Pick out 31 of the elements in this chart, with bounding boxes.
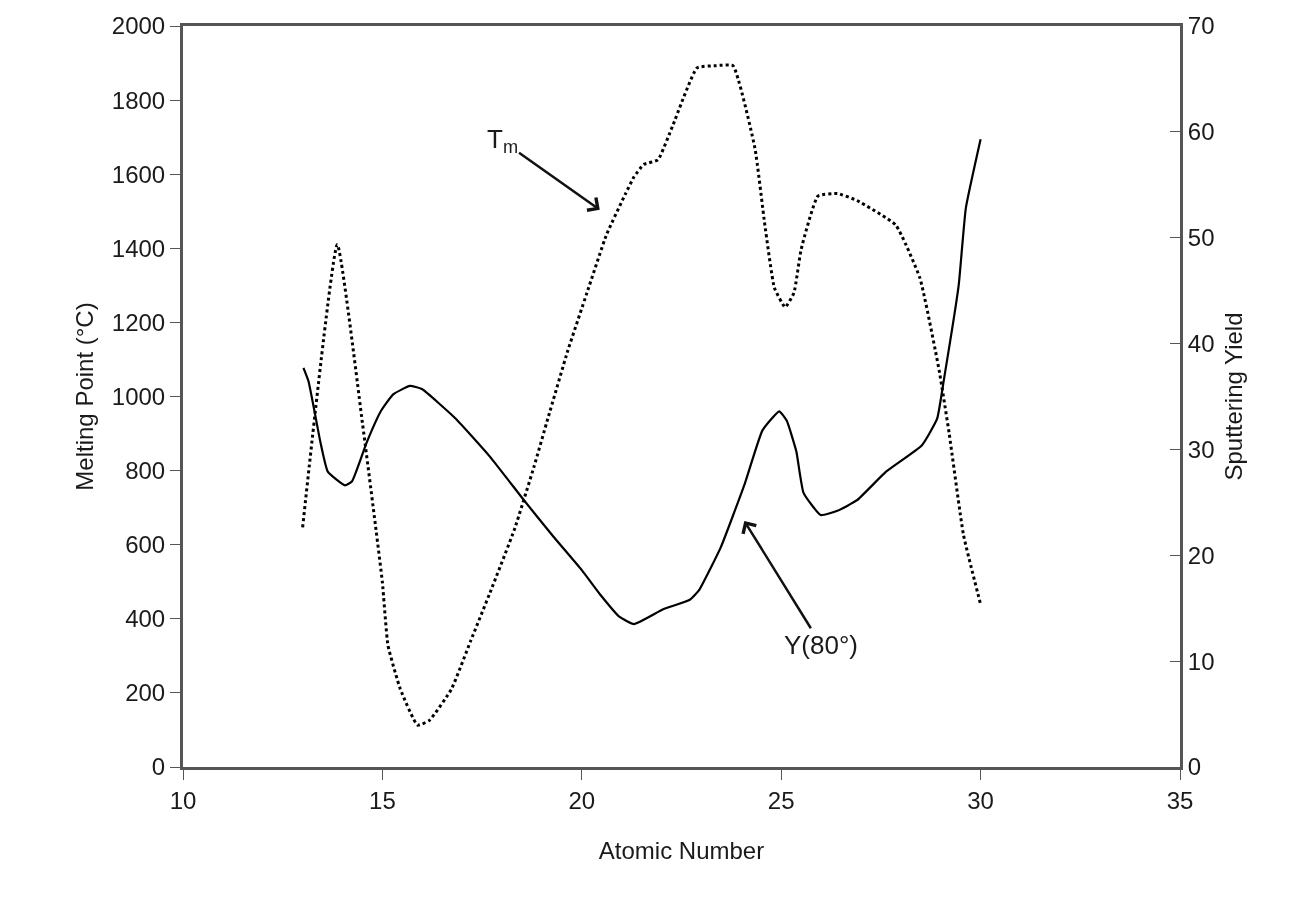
y-tick-label: 2000 bbox=[111, 12, 166, 40]
x-axis-title: Atomic Number bbox=[598, 837, 765, 865]
y-tick-label: 0 bbox=[151, 753, 166, 781]
y2-tick-label: 0 bbox=[1187, 753, 1202, 781]
y-tick-label: 1600 bbox=[111, 160, 166, 188]
line-series bbox=[301, 63, 983, 727]
y-tick-label: 1400 bbox=[111, 234, 166, 262]
y2-tick-label: 70 bbox=[1187, 12, 1215, 40]
x-tick-label: 15 bbox=[369, 786, 396, 814]
y-tick-label: 1800 bbox=[111, 86, 166, 114]
annotation: T$_{m}$ bbox=[487, 124, 519, 158]
y-tick-label: 600 bbox=[125, 531, 166, 559]
x-tick-label: 35 bbox=[1166, 786, 1194, 814]
y-tick-label: 1200 bbox=[111, 308, 166, 336]
y-tick-label: 800 bbox=[125, 457, 166, 484]
y2-tick-label: 60 bbox=[1187, 118, 1215, 146]
x-tick-label: 30 bbox=[967, 786, 994, 814]
x-tick-label: 10 bbox=[169, 786, 197, 814]
x-tick-label: 25 bbox=[767, 786, 795, 814]
y2-tick-label: 50 bbox=[1187, 224, 1215, 252]
y-axis-title: Melting Point (°C) bbox=[70, 302, 98, 491]
y2-tick-label: 20 bbox=[1187, 541, 1215, 569]
y2-tick-label: 30 bbox=[1187, 435, 1215, 463]
y2-axis-title: Sputtering Yield bbox=[1219, 312, 1247, 481]
x-tick-label: 20 bbox=[568, 786, 596, 814]
y2-tick-label: 10 bbox=[1187, 647, 1215, 675]
y-tick-label: 200 bbox=[125, 679, 166, 707]
y-tick-label: 1000 bbox=[111, 382, 166, 410]
annotation: Y(80°) bbox=[784, 630, 858, 660]
y-tick-label: 400 bbox=[125, 605, 166, 633]
y2-tick-label: 40 bbox=[1187, 329, 1215, 357]
